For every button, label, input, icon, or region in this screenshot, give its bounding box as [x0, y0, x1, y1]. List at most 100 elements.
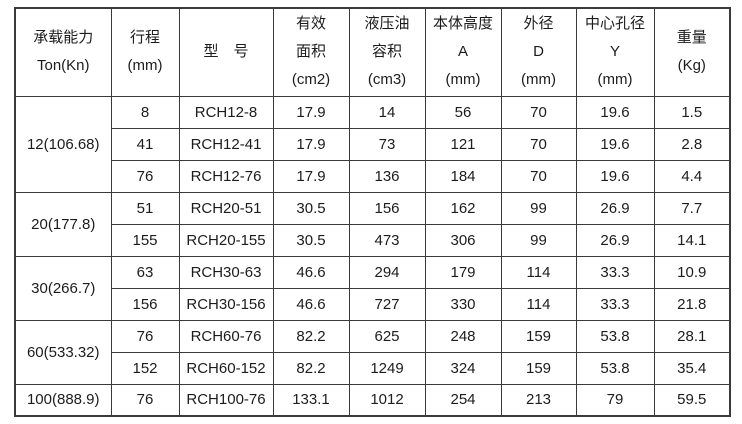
capacity-cell: 30(266.7)	[14, 255, 112, 321]
effective-area-cell: 17.9	[272, 95, 350, 129]
stroke-cell: 76	[110, 383, 180, 417]
header-line: Ton(Kn)	[36, 57, 90, 75]
capacity-cell: 12(106.68)	[14, 95, 112, 193]
header-line: (cm3)	[367, 71, 407, 89]
table-row: 156 RCH30-156 46.6 727 330 114 33.3 21.8	[15, 287, 731, 321]
center-hole-cell: 19.6	[575, 159, 655, 193]
stroke-cell: 63	[110, 255, 180, 289]
model-cell: RCH12-8	[178, 95, 274, 129]
header-line: (mm)	[597, 71, 633, 89]
model-cell: RCH60-152	[178, 351, 274, 385]
body-height-cell: 330	[424, 287, 502, 321]
outer-diameter-cell: 70	[500, 159, 577, 193]
header-line: A	[457, 43, 468, 61]
header-row: 承载能力 Ton(Kn) 行程 (mm) 型 号 有效 面积 (cm2) 液压油	[14, 7, 731, 97]
header-line: 液压油	[364, 15, 410, 33]
stroke-cell: 155	[110, 223, 180, 257]
table-row: 20(177.8) 51 RCH20-51 30.5 156 162 99 26…	[14, 191, 731, 257]
col-header-outer-diameter: 外径 D (mm)	[500, 7, 577, 97]
outer-diameter-cell: 114	[500, 287, 577, 321]
effective-area-cell: 30.5	[272, 223, 350, 257]
model-cell: RCH100-76	[178, 383, 274, 417]
outer-diameter-cell: 159	[500, 351, 577, 385]
center-hole-cell: 53.8	[575, 319, 655, 353]
weight-cell: 4.4	[653, 159, 731, 193]
header-line: (cm2)	[291, 71, 331, 89]
effective-area-cell: 133.1	[272, 383, 350, 417]
body-height-cell: 179	[424, 255, 502, 289]
body-height-cell: 248	[424, 319, 502, 353]
header-line: (mm)	[445, 71, 481, 89]
stroke-cell: 76	[110, 159, 180, 193]
oil-volume-cell: 136	[348, 159, 426, 193]
oil-volume-cell: 727	[348, 287, 426, 321]
center-hole-cell: 33.3	[575, 255, 655, 289]
header-line: 中心孔径	[584, 15, 645, 33]
model-cell: RCH60-76	[178, 319, 274, 353]
col-header-center-hole: 中心孔径 Y (mm)	[575, 7, 655, 97]
header-line: 型 号	[203, 43, 249, 61]
col-header-effective-area: 有效 面积 (cm2)	[272, 7, 350, 97]
outer-diameter-cell: 70	[500, 95, 577, 129]
weight-cell: 1.5	[653, 95, 731, 129]
outer-diameter-cell: 159	[500, 319, 577, 353]
header-line: 重量	[676, 29, 707, 47]
table-row: 12(106.68) 8 RCH12-8 17.9 14 56 70 19.6 …	[14, 95, 731, 193]
col-header-load-capacity: 承载能力 Ton(Kn)	[14, 7, 112, 97]
table-row: 100(888.9) 76 RCH100-76 133.1 1012 254 2…	[14, 383, 731, 417]
weight-cell: 14.1	[653, 223, 731, 257]
outer-diameter-cell: 114	[500, 255, 577, 289]
body-height-cell: 324	[424, 351, 502, 385]
table-row: 41 RCH12-41 17.9 73 121 70 19.6 2.8	[15, 127, 731, 161]
stroke-cell: 8	[110, 95, 180, 129]
table-row: 76 RCH12-76 17.9 136 184 70 19.6 4.4	[15, 159, 731, 193]
body-height-cell: 121	[424, 127, 502, 161]
oil-volume-cell: 294	[348, 255, 426, 289]
effective-area-cell: 17.9	[272, 127, 350, 161]
header-line: (mm)	[521, 71, 556, 89]
weight-cell: 2.8	[653, 127, 731, 161]
oil-volume-cell: 625	[348, 319, 426, 353]
hydraulic-cylinder-spec-table: 承载能力 Ton(Kn) 行程 (mm) 型 号 有效 面积 (cm2) 液压油	[14, 7, 731, 417]
effective-area-cell: 17.9	[272, 159, 350, 193]
header-line: Y	[609, 43, 620, 61]
body-height-cell: 254	[424, 383, 502, 417]
capacity-cell: 60(533.32)	[14, 319, 112, 385]
oil-volume-cell: 1249	[348, 351, 426, 385]
header-line: 承载能力	[33, 29, 94, 47]
header-line: 容积	[371, 43, 402, 61]
table-row: 30(266.7) 63 RCH30-63 46.6 294 179 114 3…	[14, 255, 731, 321]
body-height-cell: 306	[424, 223, 502, 257]
oil-volume-cell: 73	[348, 127, 426, 161]
effective-area-cell: 30.5	[272, 191, 350, 225]
outer-diameter-cell: 99	[500, 191, 577, 225]
body-height-cell: 56	[424, 95, 502, 129]
header-line: (mm)	[127, 57, 163, 75]
col-header-body-height: 本体高度 A (mm)	[424, 7, 502, 97]
table-row: 152 RCH60-152 82.2 1249 324 159 53.8 35.…	[15, 351, 731, 385]
oil-volume-cell: 156	[348, 191, 426, 225]
model-cell: RCH12-41	[178, 127, 274, 161]
col-header-weight: 重量 (Kg)	[653, 7, 731, 97]
model-cell: RCH30-156	[178, 287, 274, 321]
col-header-stroke: 行程 (mm)	[110, 7, 180, 97]
header-line: 有效	[295, 15, 326, 33]
capacity-cell: 20(177.8)	[14, 191, 112, 257]
weight-cell: 7.7	[653, 191, 731, 225]
model-cell: RCH20-155	[178, 223, 274, 257]
oil-volume-cell: 14	[348, 95, 426, 129]
stroke-cell: 156	[110, 287, 180, 321]
stroke-cell: 76	[110, 319, 180, 353]
stroke-cell: 51	[110, 191, 180, 225]
header-line: 外径	[523, 15, 554, 33]
body-height-cell: 184	[424, 159, 502, 193]
outer-diameter-cell: 213	[500, 383, 577, 417]
header-line: 行程	[129, 29, 160, 47]
weight-cell: 21.8	[653, 287, 731, 321]
center-hole-cell: 26.9	[575, 191, 655, 225]
outer-diameter-cell: 99	[500, 223, 577, 257]
center-hole-cell: 19.6	[575, 127, 655, 161]
weight-cell: 35.4	[653, 351, 731, 385]
model-cell: RCH12-76	[178, 159, 274, 193]
body-height-cell: 162	[424, 191, 502, 225]
